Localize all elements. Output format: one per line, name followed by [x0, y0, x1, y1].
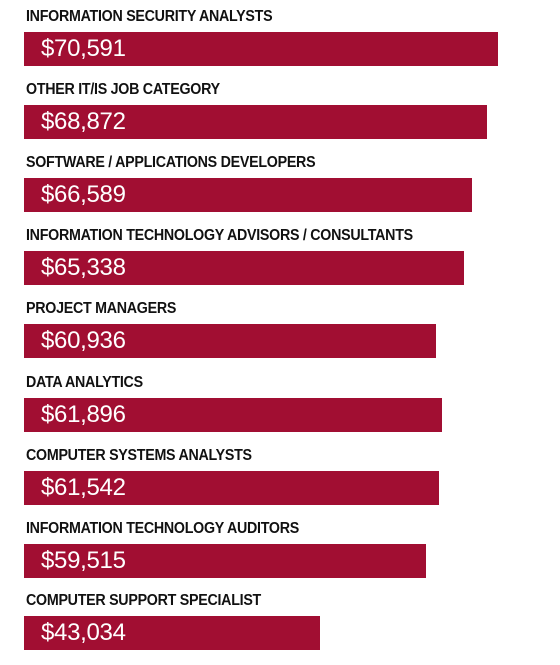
salary-bar: $66,589	[24, 178, 472, 212]
bar-row: COMPUTER SUPPORT SPECIALIST $43,034	[0, 584, 560, 656]
salary-value-label: $43,034	[41, 619, 126, 646]
category-label: INFORMATION TECHNOLOGY AUDITORS	[26, 520, 299, 537]
bar-row: OTHER IT/IS JOB CATEGORY $68,872	[0, 73, 560, 145]
bar-row: INFORMATION SECURITY ANALYSTS $70,591	[0, 0, 560, 72]
category-label: INFORMATION TECHNOLOGY ADVISORS / CONSUL…	[26, 227, 413, 244]
bar-row: INFORMATION TECHNOLOGY AUDITORS $59,515	[0, 512, 560, 584]
salary-bar: $61,542	[24, 471, 439, 505]
salary-bar: $59,515	[24, 544, 426, 578]
salary-bar: $68,872	[24, 105, 487, 139]
category-label: OTHER IT/IS JOB CATEGORY	[26, 81, 220, 98]
bar-row: PROJECT MANAGERS $60,936	[0, 292, 560, 364]
category-label: COMPUTER SYSTEMS ANALYSTS	[26, 447, 252, 464]
salary-bar: $70,591	[24, 32, 498, 66]
category-label: INFORMATION SECURITY ANALYSTS	[26, 8, 273, 25]
salary-value-label: $61,542	[41, 474, 126, 501]
salary-value-label: $59,515	[41, 547, 126, 574]
salary-value-label: $61,896	[41, 401, 126, 428]
bar-row: SOFTWARE / APPLICATIONS DEVELOPERS $66,58…	[0, 146, 560, 218]
salary-value-label: $68,872	[41, 108, 126, 135]
salary-bar: $65,338	[24, 251, 464, 285]
salary-bar: $60,936	[24, 324, 436, 358]
category-label: DATA ANALYTICS	[26, 374, 143, 391]
salary-value-label: $70,591	[41, 35, 126, 62]
category-label: COMPUTER SUPPORT SPECIALIST	[26, 592, 262, 609]
salary-value-label: $66,589	[41, 181, 126, 208]
category-label: SOFTWARE / APPLICATIONS DEVELOPERS	[26, 154, 316, 171]
salary-bar: $43,034	[24, 616, 320, 650]
salary-value-label: $60,936	[41, 327, 126, 354]
salary-value-label: $65,338	[41, 254, 126, 281]
bar-row: INFORMATION TECHNOLOGY ADVISORS / CONSUL…	[0, 219, 560, 291]
salary-bar: $61,896	[24, 398, 442, 432]
bar-row: DATA ANALYTICS $61,896	[0, 366, 560, 438]
bar-row: COMPUTER SYSTEMS ANALYSTS $61,542	[0, 439, 560, 511]
category-label: PROJECT MANAGERS	[26, 300, 177, 317]
